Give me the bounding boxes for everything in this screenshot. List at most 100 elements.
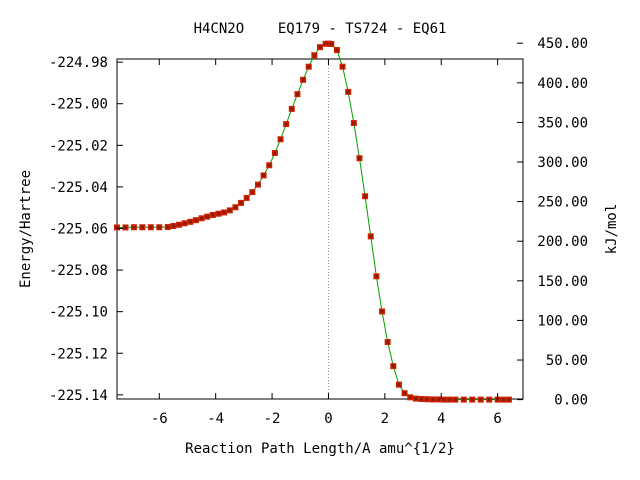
data-point bbox=[333, 47, 340, 54]
y-tick-label: -225.00 bbox=[49, 97, 108, 113]
data-points bbox=[114, 40, 512, 403]
y2-tick-label: 50.00 bbox=[546, 353, 588, 369]
data-point bbox=[277, 136, 284, 143]
data-point bbox=[373, 273, 380, 280]
data-point bbox=[305, 63, 312, 70]
data-point bbox=[209, 211, 216, 218]
data-point bbox=[494, 396, 501, 403]
data-point bbox=[350, 120, 357, 127]
y-tick-label: -225.10 bbox=[49, 305, 108, 321]
data-point bbox=[254, 181, 261, 188]
data-point bbox=[176, 221, 183, 228]
data-point bbox=[446, 396, 453, 403]
data-point bbox=[469, 396, 476, 403]
data-point bbox=[139, 224, 146, 231]
data-point bbox=[339, 63, 346, 70]
y2-axis-label: kJ/mol bbox=[604, 204, 620, 255]
x-tick-label: -6 bbox=[151, 411, 168, 427]
x-tick-label: 2 bbox=[381, 411, 389, 427]
data-point bbox=[424, 396, 431, 403]
plot-frame bbox=[116, 58, 524, 400]
data-point bbox=[130, 224, 137, 231]
data-point bbox=[401, 390, 408, 397]
data-point bbox=[505, 396, 512, 403]
data-point bbox=[204, 213, 211, 220]
y2-tick-label: 300.00 bbox=[537, 155, 588, 171]
data-point bbox=[221, 209, 228, 216]
y2-tick-label: 150.00 bbox=[537, 274, 588, 290]
data-point bbox=[317, 44, 323, 51]
y-tick-label: -225.14 bbox=[49, 388, 108, 404]
data-point bbox=[486, 396, 493, 403]
data-point bbox=[294, 91, 301, 98]
data-point bbox=[232, 204, 239, 211]
data-point bbox=[395, 381, 402, 388]
data-point bbox=[156, 224, 163, 231]
data-point bbox=[412, 395, 419, 402]
y2-tick-label: 400.00 bbox=[537, 76, 588, 92]
y-axis-right: 450.00 400.00 350.00 300.00 250.00 200.00 150.… bbox=[517, 36, 588, 409]
data-point bbox=[407, 394, 414, 401]
data-point bbox=[441, 396, 448, 403]
x-tick-label: 0 bbox=[324, 411, 332, 427]
data-point bbox=[243, 194, 250, 201]
y2-tick-label: 350.00 bbox=[537, 115, 588, 131]
y-tick-label: -225.06 bbox=[49, 221, 108, 237]
data-point bbox=[288, 105, 295, 112]
x-tick-label: -2 bbox=[264, 411, 281, 427]
data-point bbox=[477, 396, 484, 403]
data-point bbox=[181, 220, 188, 227]
data-point bbox=[198, 215, 205, 222]
data-point bbox=[122, 224, 129, 231]
y-tick-label: -225.04 bbox=[49, 180, 108, 196]
data-point bbox=[500, 396, 507, 403]
data-point bbox=[311, 52, 318, 59]
data-point bbox=[238, 199, 245, 206]
y2-tick-label: 250.00 bbox=[537, 195, 588, 211]
data-point bbox=[170, 222, 177, 229]
data-point bbox=[192, 217, 199, 224]
data-point bbox=[435, 396, 442, 403]
y2-tick-label: 200.00 bbox=[537, 234, 588, 250]
x-tick-label: -4 bbox=[207, 411, 224, 427]
y2-tick-label: 450.00 bbox=[537, 36, 588, 52]
data-point bbox=[271, 149, 278, 156]
data-point bbox=[300, 76, 307, 83]
data-point bbox=[367, 233, 374, 240]
data-point bbox=[187, 218, 194, 225]
y-axis-left: -224.98 -225.00 -225.02 -225.04 -225.06 -225.… bbox=[49, 55, 123, 404]
y-axis-label: Energy/Hartree bbox=[18, 170, 34, 288]
data-point bbox=[283, 121, 290, 128]
data-point bbox=[356, 155, 363, 162]
chart-title: H4CN2O EQ179 - TS724 - EQ61 bbox=[194, 21, 447, 37]
x-axis-label: Reaction Path Length/A amu^{1/2} bbox=[185, 441, 455, 457]
y-tick-label: -224.98 bbox=[49, 55, 108, 71]
y2-tick-label: 100.00 bbox=[537, 313, 588, 329]
data-point bbox=[266, 162, 273, 169]
data-point bbox=[390, 363, 397, 370]
y2-tick-label: 0.00 bbox=[554, 393, 588, 409]
data-point bbox=[429, 396, 436, 403]
data-point bbox=[260, 172, 267, 179]
data-point bbox=[362, 193, 369, 200]
x-tick-label: 4 bbox=[437, 411, 445, 427]
data-point bbox=[345, 88, 352, 95]
data-point bbox=[147, 224, 154, 231]
energy-curve bbox=[117, 43, 509, 401]
plot-area bbox=[114, 40, 524, 403]
data-point bbox=[114, 224, 120, 231]
data-point bbox=[418, 396, 425, 402]
data-point bbox=[460, 396, 467, 403]
y-tick-label: -225.08 bbox=[49, 263, 108, 279]
data-point bbox=[164, 224, 171, 231]
data-point bbox=[452, 396, 459, 403]
data-point bbox=[384, 339, 391, 346]
data-point bbox=[379, 308, 386, 315]
y-tick-label: -225.12 bbox=[49, 346, 108, 362]
x-tick-label: 6 bbox=[493, 411, 501, 427]
y-tick-label: -225.02 bbox=[49, 138, 108, 154]
data-point bbox=[249, 189, 256, 196]
data-point bbox=[215, 210, 222, 217]
data-point bbox=[226, 207, 233, 214]
